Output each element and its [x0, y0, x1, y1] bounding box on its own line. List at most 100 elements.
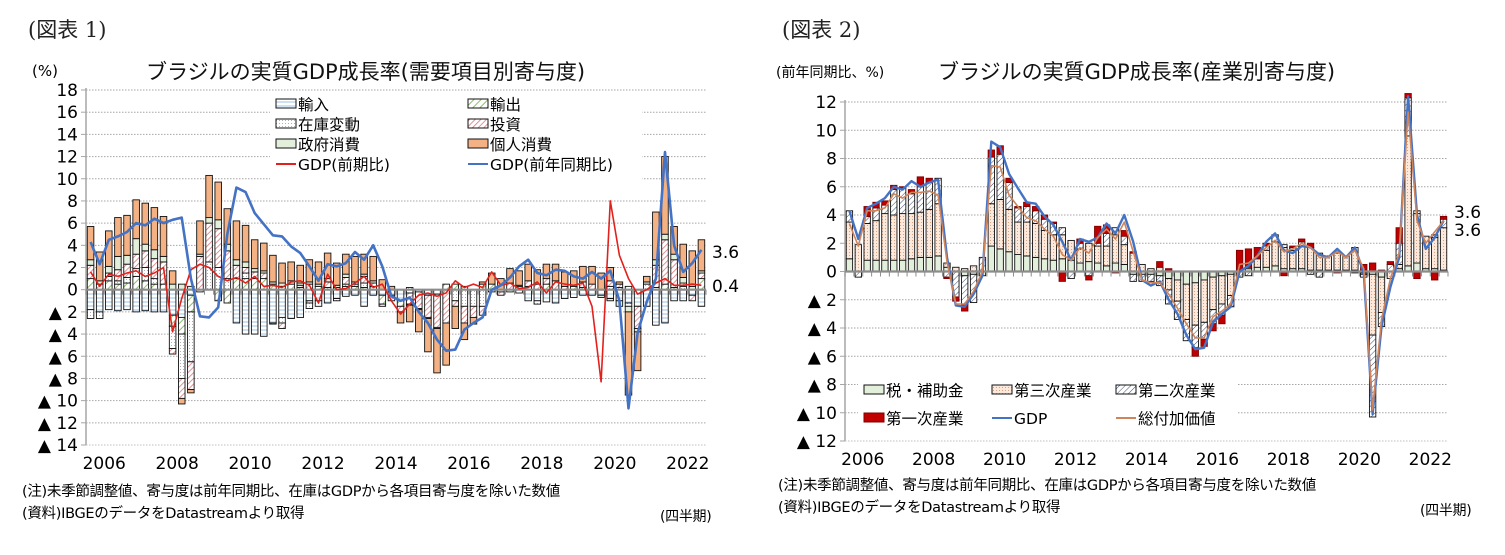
chart-1-note: (注)未季節調整値、寄与度は前年同期比、在庫はGDPから各項目寄与度を除いた数値 — [22, 484, 560, 500]
legend-item-primary: 第一次産業 — [863, 410, 964, 428]
y-tick-label: ▲ 14 — [38, 436, 78, 456]
legend-swatch — [467, 138, 489, 149]
legend-label: GDP(前年同期比) — [490, 156, 613, 174]
y-tick-label: 8 — [67, 192, 78, 212]
bar-tertiary — [1333, 252, 1341, 271]
bar-private-consumption — [442, 322, 450, 366]
y-tick-label: 10 — [815, 121, 837, 141]
bar-inventory — [95, 311, 104, 319]
bar-inventory — [333, 298, 341, 302]
y-tick-label: ▲ 2 — [49, 303, 78, 323]
bar-tertiary — [1439, 227, 1448, 271]
bar-private-consumption — [524, 263, 532, 282]
legend-swatch — [1115, 384, 1137, 395]
bar-tertiary — [1262, 249, 1270, 268]
end-label-gdp: 3.6 — [1454, 221, 1481, 241]
bar-tertiary — [854, 244, 862, 272]
legend-swatch — [863, 412, 885, 423]
bar-taxes-subsidies — [1014, 254, 1022, 272]
x-tick-label: 2010 — [983, 450, 1026, 470]
bar-primary — [1431, 271, 1439, 281]
y-tick-label: 0 — [67, 281, 78, 301]
y-tick-label: ▲ 8 — [49, 369, 78, 389]
bar-taxes-subsidies — [907, 258, 916, 272]
legend-item-government-consumption: 政府消費 — [275, 136, 360, 154]
bar-private-consumption — [232, 220, 241, 261]
bar-taxes-subsidies — [1023, 255, 1031, 272]
bar-taxes-subsidies — [1067, 259, 1075, 272]
chart-2-note: (注)未季節調整値、寄与度は前年同期比、在庫はGDPから各項目寄与度を除いた数値 — [778, 478, 1316, 494]
legend-label: 投資 — [490, 116, 521, 134]
bar-taxes-subsidies — [1076, 262, 1084, 272]
x-tick-label: 2018 — [520, 454, 563, 474]
line-gdp-qoq — [89, 200, 702, 383]
bar-inventory — [86, 309, 95, 319]
bar-investment — [269, 322, 277, 325]
bar-private-consumption — [542, 263, 551, 280]
bar-tertiary — [1298, 245, 1306, 270]
y-tick-label: ▲ 12 — [797, 432, 837, 452]
y-tick-label: 6 — [826, 178, 837, 198]
y-tick-label: 8 — [826, 150, 837, 170]
bar-secondary — [1165, 289, 1173, 305]
x-tick-label: 2022 — [666, 454, 709, 474]
bar-private-consumption — [178, 397, 186, 405]
bar-tertiary — [1422, 235, 1430, 270]
bar-private-consumption — [168, 270, 177, 285]
bar-secondary — [1147, 273, 1155, 282]
bar-secondary — [1129, 273, 1137, 282]
bar-taxes-subsidies — [845, 258, 854, 272]
bar-taxes-subsidies — [863, 259, 871, 272]
line-gross-value-added — [848, 111, 1445, 411]
bar-tertiary — [987, 203, 995, 247]
bar-secondary — [1102, 232, 1111, 247]
bar-secondary — [916, 186, 925, 213]
chart-1-y-unit: (%) — [32, 62, 58, 80]
legend-swatch — [467, 98, 489, 109]
legend-swatch — [275, 138, 297, 149]
legend-item-imports: 輸入 — [275, 96, 329, 114]
legend-label: 政府消費 — [298, 136, 360, 154]
bar-private-consumption — [688, 250, 697, 287]
bar-private-consumption — [150, 207, 159, 251]
legend-label: GDP — [1014, 410, 1047, 428]
bar-taxes-subsidies — [987, 245, 995, 272]
bar-private-consumption — [451, 305, 459, 329]
bar-private-consumption — [278, 262, 286, 284]
bar-taxes-subsidies — [1200, 271, 1208, 281]
bar-private-consumption — [424, 318, 432, 353]
bar-investment — [168, 348, 177, 355]
legend-swatch — [991, 384, 1013, 395]
x-tick-label: 2020 — [1338, 450, 1381, 470]
legend-item-gross-value-added: 総付加価値 — [1116, 410, 1216, 428]
bar-tertiary — [1182, 283, 1191, 320]
legend-swatch — [275, 118, 297, 129]
legend-item-exports: 輸出 — [467, 96, 521, 114]
y-tick-label: 4 — [67, 236, 78, 256]
bar-taxes-subsidies — [916, 256, 925, 272]
bar-taxes-subsidies — [1049, 259, 1058, 272]
bar-tertiary — [1094, 245, 1102, 264]
bar-tertiary — [1120, 244, 1128, 265]
x-tick-label: 2014 — [1125, 450, 1168, 470]
bar-private-consumption — [269, 254, 277, 283]
legend-label: GDP(前期比) — [298, 156, 390, 174]
bar-investment — [278, 322, 286, 329]
bar-private-consumption — [533, 269, 542, 285]
bar-taxes-subsidies — [872, 259, 880, 272]
legend-label: 輸出 — [490, 96, 521, 114]
bar-secondary — [907, 193, 916, 215]
bar-tertiary — [1165, 278, 1173, 291]
bar-private-consumption — [433, 328, 441, 374]
y-tick-label: 6 — [67, 214, 78, 234]
y-tick-label: ▲ 4 — [49, 325, 78, 345]
x-tick-label: 2016 — [447, 454, 490, 474]
figure-1-label: (図表 1) — [28, 18, 107, 42]
bar-tertiary — [1191, 282, 1199, 326]
bar-taxes-subsidies — [1191, 271, 1199, 284]
bar-secondary — [925, 182, 933, 210]
bar-tertiary — [1023, 221, 1031, 257]
bar-tertiary — [1271, 241, 1279, 267]
